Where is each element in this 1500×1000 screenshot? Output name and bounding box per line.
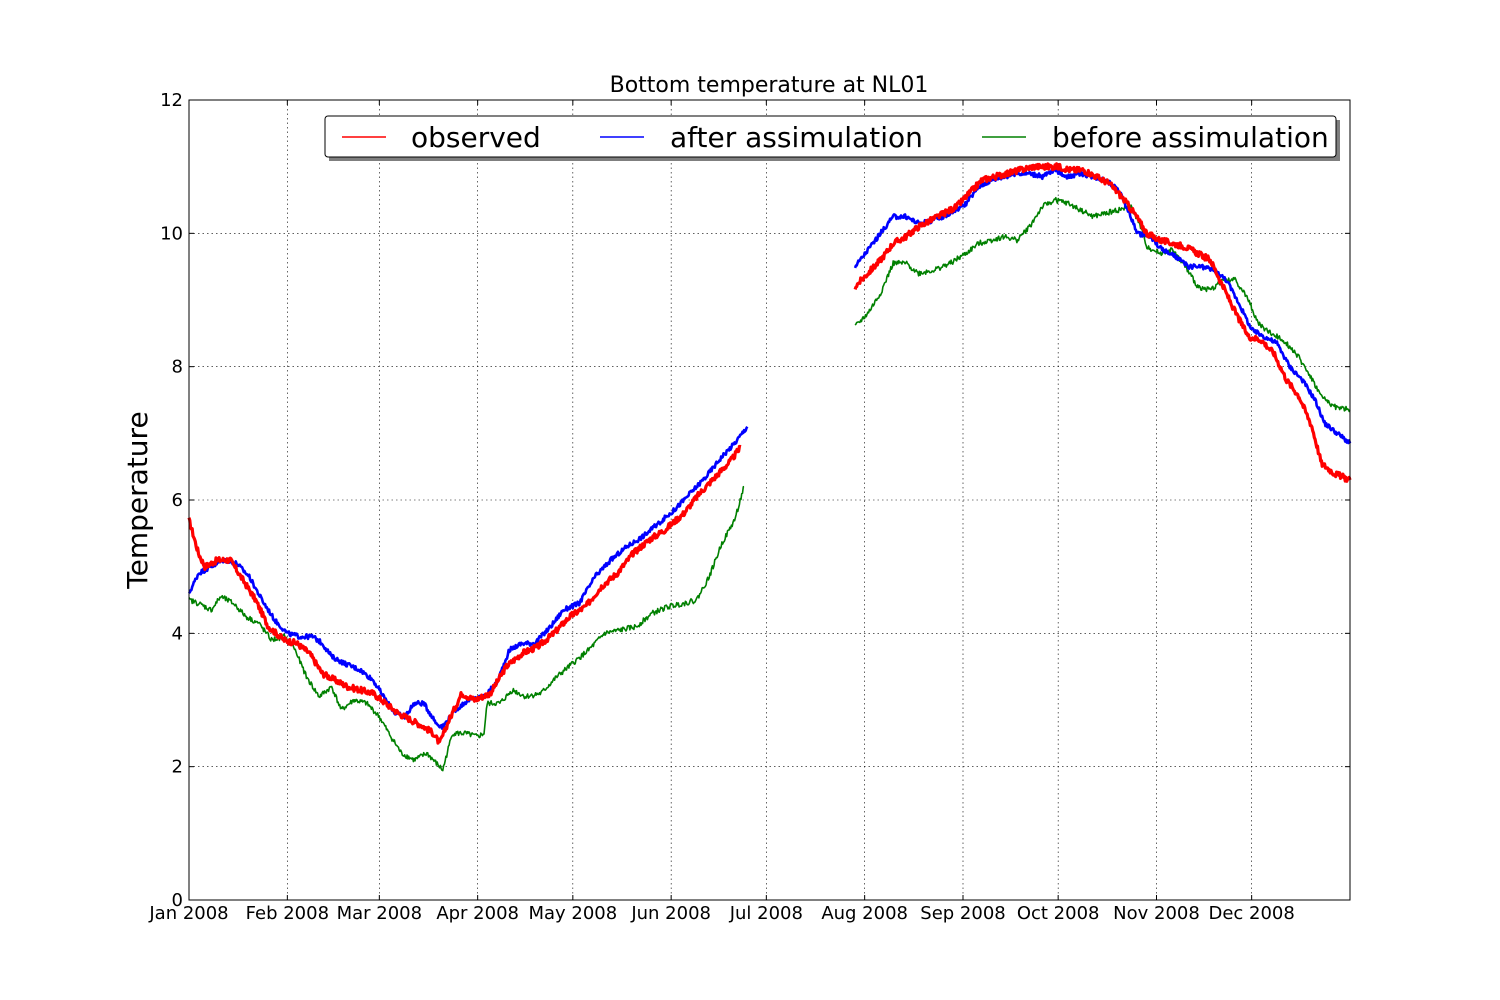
y-tick-label: 0	[172, 890, 183, 911]
y-tick-label: 8	[172, 357, 183, 378]
chart-title: Bottom temperature at NL01	[610, 73, 929, 98]
y-tick-label: 4	[172, 623, 183, 644]
y-tick-label: 10	[160, 223, 183, 244]
x-tick-label: May 2008	[528, 903, 617, 924]
series-lines	[187, 162, 1352, 772]
legend-label-observed: observed	[411, 121, 541, 154]
x-tick-label: Oct 2008	[1017, 903, 1100, 924]
x-tick-label: Sep 2008	[920, 903, 1005, 924]
legend-label-before-assimulation: before assimulation	[1052, 121, 1329, 154]
x-tick-label: Apr 2008	[436, 903, 519, 924]
series-line-observed-segment-1	[187, 444, 742, 745]
x-tick-label: Jan 2008	[148, 903, 228, 924]
x-tick-label: Jun 2008	[630, 903, 711, 924]
y-tick-label: 2	[172, 757, 183, 778]
x-tick-label: Feb 2008	[246, 903, 329, 924]
y-tick-label: 12	[160, 90, 183, 111]
legend: observed after assimulation before assim…	[324, 115, 1340, 161]
series-line-before-assimulation-segment-2	[854, 196, 1351, 413]
x-tick-label: Jul 2008	[729, 903, 803, 924]
legend-box	[324, 115, 1337, 158]
x-tick-label: Mar 2008	[337, 903, 423, 924]
x-tick-label: Aug 2008	[821, 903, 908, 924]
x-tick-label: Dec 2008	[1208, 903, 1294, 924]
y-axis-label: Temperature	[121, 411, 154, 589]
y-tick-label: 6	[172, 490, 183, 511]
series-line-observed-segment-2	[853, 162, 1352, 483]
legend-label-after-assimulation: after assimulation	[670, 121, 923, 154]
grid	[189, 100, 1350, 900]
axis-ticks: Jan 2008 Feb 2008 Mar 2008 Apr 2008 May 2008…	[148, 90, 1350, 924]
x-tick-label: Nov 2008	[1113, 903, 1200, 924]
